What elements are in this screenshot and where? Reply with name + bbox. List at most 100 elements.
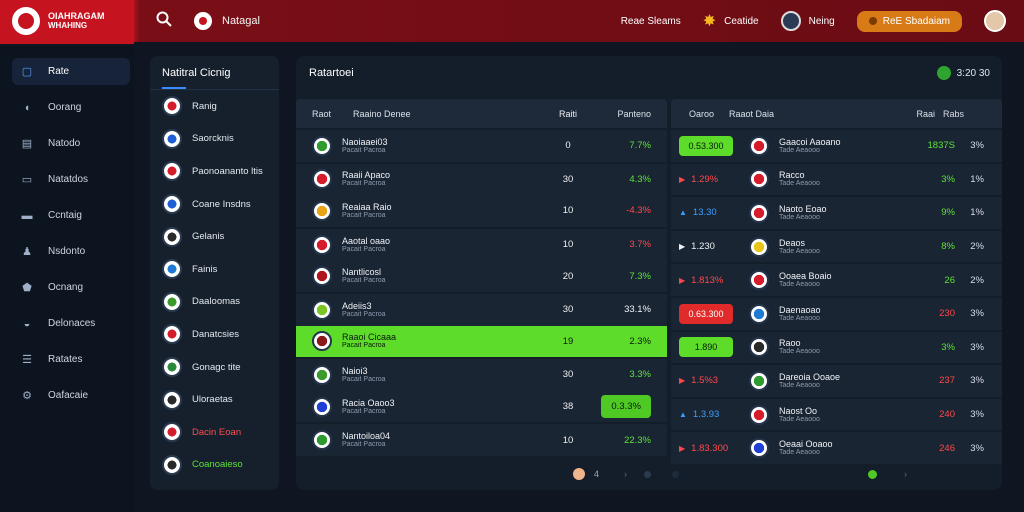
list-item[interactable]: Uloraetas (150, 383, 279, 416)
user-avatar[interactable] (984, 10, 1006, 32)
table-row[interactable]: 1.890 Raoo Tade Aeaooo 3% 3% (671, 331, 1002, 364)
odds-value[interactable]: ▶ 1.230 (679, 241, 715, 252)
table-row[interactable]: ▶ 1.29% Racco Tade Aeaooo 3% 1% (671, 163, 1002, 196)
table-row[interactable]: Aaotal oaao Pacait Pacroa 10 3.7% (296, 228, 667, 261)
list-item[interactable]: Fainis (150, 253, 279, 286)
odds-button[interactable]: 0.53.300 (679, 135, 733, 156)
table-row[interactable]: Raaoi Cicaaa Pacait Pacroa 19 2.3% (296, 325, 667, 358)
table-row[interactable]: Adeiis3 Pacait Pacroa 30 33.1% (296, 293, 667, 326)
sidebar-item[interactable]: ⬟ Ocnang (0, 274, 134, 301)
table-row[interactable]: 0.63.300 Daenaoao Tade Aeaooo 230 3% (671, 297, 1002, 330)
row-percent: -4.3% (626, 205, 651, 217)
table-row[interactable]: ▶ 1.813% Ooaea Boaio Tade Aeaooo 26 2% (671, 264, 1002, 296)
sidebar-item[interactable]: ♟ Nsdonto (0, 238, 134, 265)
table-row[interactable]: Naioi3 Pacait Pacroa 30 3.3% (296, 359, 667, 391)
ball-icon[interactable] (194, 12, 212, 30)
odds-button[interactable]: 0.63.300 (679, 303, 733, 324)
odds-value[interactable]: ▶ 1.5%3 (679, 375, 718, 386)
col-header[interactable]: Raiti (558, 108, 577, 119)
table-row[interactable]: Nantoiloa04 Pacait Pacroa 10 22.3% (296, 424, 667, 456)
ball-icon[interactable] (573, 468, 585, 480)
sidebar-item-label: Oafacaie (48, 390, 89, 401)
topbar-item-ceatide[interactable]: ✸ Ceatide (703, 11, 759, 31)
row-value: 26 (944, 274, 955, 286)
table-row[interactable]: ▲ 1.3.93 Naost Oo Tade Aeaooo 240 3% (671, 398, 1002, 431)
odds-button[interactable]: 1.890 (679, 337, 733, 358)
col-header[interactable]: Oaroo (689, 108, 715, 119)
page-number[interactable]: 4 (594, 469, 600, 479)
team-name: Deaos (779, 237, 806, 248)
search-icon[interactable] (154, 11, 174, 32)
team-crest-icon (162, 194, 182, 215)
table-row[interactable]: ▶ 1.230 Deaos Tade Aeaooo 8% 2% (671, 230, 1002, 263)
sidebar-item[interactable]: ▭ Natatdos (0, 166, 134, 193)
table-row[interactable]: ▲ 13.30 Naoto Eoao Tade Aeaooo 9% 1% (671, 197, 1002, 229)
col-header[interactable]: Rabs (942, 108, 964, 119)
team-name: Ooaea Boaio (779, 271, 832, 282)
standings-rows: Naoiaaei03 Pacait Pacroa 0 7.7% Raaii Apaco P… (296, 130, 667, 456)
list-item[interactable]: Gonagc tite (150, 351, 279, 384)
odds-value[interactable]: ▲ 1.3.93 (679, 409, 719, 420)
col-header[interactable]: Panteno (617, 108, 651, 119)
table-row[interactable]: Naoiaaei03 Pacait Pacroa 0 7.7% (296, 130, 667, 162)
sidebar-item[interactable]: ◖ Oorang (0, 94, 134, 121)
chevron-right-icon[interactable]: › (904, 469, 907, 479)
topbar-item-neing[interactable]: Neing (780, 11, 835, 31)
list-item-label: Ranig (192, 100, 217, 112)
people-icon: ♟ (22, 246, 32, 258)
cta-label: ReE Sbadaiam (882, 15, 950, 27)
brand[interactable]: OIAHRAGAM WHAHING (0, 0, 134, 44)
table-row[interactable]: Reaiaa Raio Pacait Pacroa 10 -4.3% (296, 195, 667, 227)
odds-value[interactable]: ▶ 1.813% (679, 275, 723, 286)
list-item[interactable]: Saorcknis (150, 123, 279, 156)
team-subtitle: Tade Aeaooo (779, 281, 820, 289)
list-item[interactable]: Coane Insdns (150, 188, 279, 221)
sidebar-item[interactable]: ☰ Ratates (0, 346, 134, 373)
odds-value[interactable]: ▲ 13.30 (679, 207, 717, 218)
topbar-item-streams[interactable]: Reae Sleams (621, 16, 681, 27)
table-row[interactable]: Raaii Apaco Pacait Pacroa 30 4.3% (296, 163, 667, 196)
sidebar-item[interactable]: ⚙ Oafacaie (0, 382, 134, 409)
sidebar-item[interactable]: ▤ Natodo (0, 130, 134, 157)
list-item[interactable]: Danatcsies (150, 318, 279, 351)
sidebar-item-label: Rate (48, 66, 70, 77)
team-crest-icon (312, 266, 332, 287)
sidebar-item-label: Ratates (48, 354, 83, 365)
sidebar-item-label: Natodo (48, 138, 81, 149)
list-item[interactable]: Dacin Eoan (150, 416, 279, 449)
sidebar-item[interactable]: ▢ Rate (12, 58, 130, 85)
page-dot[interactable] (644, 470, 651, 478)
team-name: Naioi3 (342, 365, 368, 376)
list-item[interactable]: Daaloomas (150, 286, 279, 319)
col-header[interactable]: Raai (916, 108, 935, 119)
list-item[interactable]: Gelanis (150, 220, 279, 253)
col-header[interactable]: Raot (312, 108, 332, 119)
team-crest-icon (312, 234, 332, 255)
list-item[interactable]: Ranig (150, 90, 279, 123)
table-row[interactable]: ▶ 1.5%3 Dareoia Ooaoe Tade Aeaooo 237 3% (671, 365, 1002, 397)
list-item[interactable]: Paonoananto ltis (150, 155, 279, 188)
odds-value[interactable]: ▶ 1.83.300 (679, 443, 728, 454)
table-row[interactable]: Racia Oaoo3 Pacait Pacroa 38 0.3.3% (296, 390, 667, 423)
sidebar-item[interactable]: ▬ Ccntaig (0, 202, 134, 229)
sidebar-item[interactable]: ◒ Delonaces (0, 310, 134, 337)
list-item-label: Uloraetas (192, 394, 233, 406)
col-header[interactable]: Raaino Denee (353, 108, 411, 119)
table-row[interactable]: 0.53.300 Gaacoi Aaoano Tade Aeaooo 1837S 3% (671, 130, 1002, 162)
main-title: Ratartoei (309, 67, 354, 79)
odds-value[interactable]: ▶ 1.29% (679, 174, 718, 185)
col-header[interactable]: Raaot Daia (729, 108, 775, 119)
odds-label: 1.5%3 (691, 375, 719, 387)
brand-text: OIAHRAGAM WHAHING (48, 11, 105, 31)
cta-button[interactable]: ReE Sbadaiam (856, 10, 962, 32)
table-row[interactable]: ▶ 1.83.300 Oeaai Ooaoo Tade Aeaooo 246 3% (671, 432, 1002, 464)
chevron-right-icon[interactable]: › (624, 469, 627, 479)
list-item[interactable]: Coanoaieso (150, 449, 279, 482)
section-label[interactable]: Natagal (222, 15, 260, 27)
team-crest-icon (749, 438, 769, 459)
list-panel-items: Ranig Saorcknis Paonoananto ltis Coane Insd… (150, 90, 279, 481)
team-subtitle: Tade Aeaooo (779, 314, 820, 322)
page-dot[interactable] (672, 470, 679, 478)
table-row[interactable]: Nantlicosl Pacait Pacroa 20 7.3% (296, 260, 667, 292)
live-status: 3:20 30 (936, 66, 990, 80)
